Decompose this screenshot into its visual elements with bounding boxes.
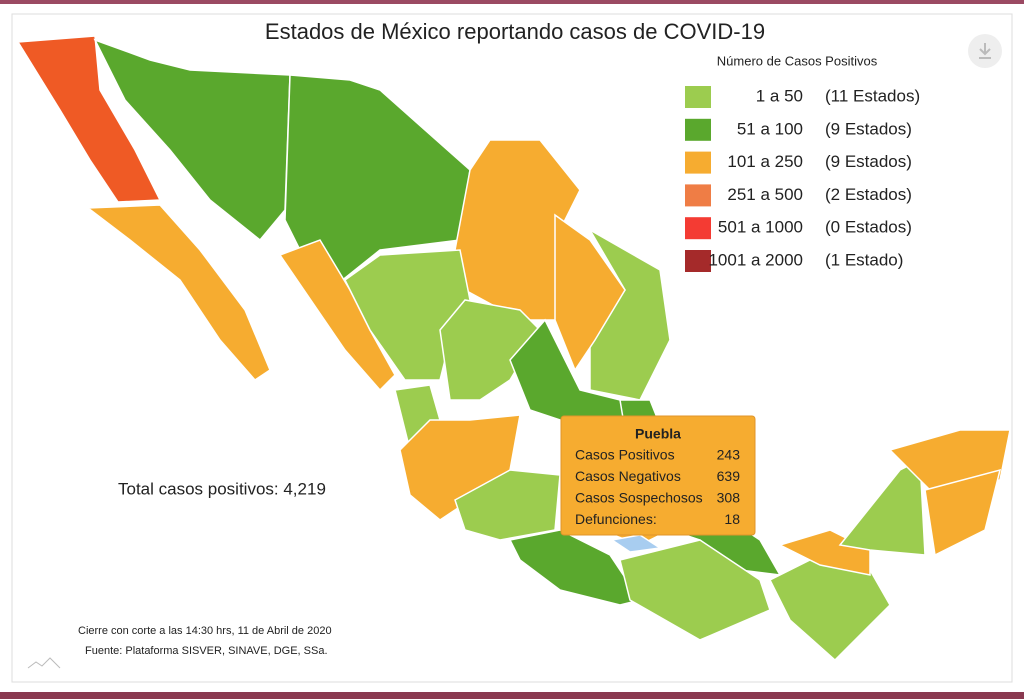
logo (27, 657, 61, 669)
title: Estados de México reportando casos de CO… (265, 19, 765, 44)
legend-count: (9 Estados) (825, 152, 912, 171)
legend-range: 51 a 100 (737, 119, 803, 138)
state (619, 539, 771, 641)
tooltip-label: Casos Positivos (575, 447, 675, 463)
legend-range: 501 a 1000 (718, 218, 803, 237)
legend-swatch (685, 86, 711, 108)
tooltip-rows: Casos Positivos 243 Casos Negativos 639 Caso… (575, 447, 740, 528)
top-bar (0, 0, 1024, 4)
legend-swatch (685, 151, 711, 174)
state (554, 213, 626, 372)
legend-range: 251 a 500 (727, 185, 803, 204)
legend-title: Número de Casos Positivos (717, 53, 878, 68)
legend-range: 1001 a 2000 (708, 250, 803, 269)
footnote: Cierre con corte a las 14:30 hrs, 11 de … (78, 625, 332, 637)
state (93, 38, 291, 242)
download-icon (979, 43, 991, 59)
legend-count: (11 Estados) (825, 86, 920, 105)
legend-swatch (685, 184, 711, 207)
legend-swatch (685, 118, 711, 141)
state (16, 35, 162, 203)
tooltip-box (560, 415, 756, 536)
state (85, 204, 271, 381)
legend-count: (2 Estados) (825, 185, 912, 204)
tooltip-title: Puebla (635, 426, 681, 442)
tooltip-value: 639 (717, 468, 741, 484)
legend-count: (0 Estados) (825, 218, 912, 237)
legend-swatch (685, 250, 711, 272)
tooltip-value: 18 (724, 511, 740, 527)
state (454, 469, 561, 541)
state (278, 239, 396, 392)
tooltip-value: 243 (717, 447, 741, 463)
state (838, 458, 926, 556)
bottom-bar (0, 692, 1024, 699)
legend-swatch (685, 217, 711, 240)
state (284, 74, 471, 292)
legend: 1 a 50 (11 Estados) 51 a 100 (9 Estados) 101… (685, 86, 920, 272)
legend-range: 101 a 250 (727, 152, 803, 171)
total-label: Total casos positivos: 4,219 (118, 479, 326, 498)
tooltip-label: Casos Sospechosos (575, 490, 703, 506)
legend-count: (9 Estados) (825, 119, 912, 138)
tooltip-label: Defunciones: (575, 511, 657, 527)
state (924, 468, 1002, 557)
state (610, 534, 663, 553)
tooltip: Puebla Casos Positivos 243 Casos Negativos… (560, 415, 756, 536)
tooltip-label: Casos Negativos (575, 468, 681, 484)
footnote: Fuente: Plataforma SISVER, SINAVE, DGE, … (85, 645, 328, 657)
legend-range: 1 a 50 (756, 86, 803, 105)
tooltip-value: 308 (717, 490, 741, 506)
legend-count: (1 Estado) (825, 250, 903, 269)
